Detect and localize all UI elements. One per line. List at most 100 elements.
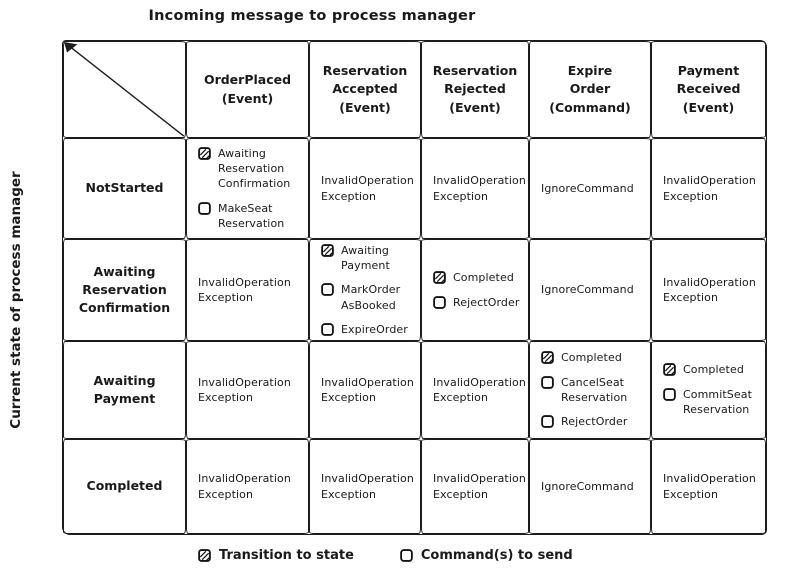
cell-notstarted-payment-received: InvalidOperation Exception	[651, 138, 766, 239]
column-header-orderplaced: OrderPlaced (Event)	[186, 41, 309, 138]
item-label: InvalidOperation Exception	[321, 375, 414, 404]
cell-notstarted-orderplaced: Awaiting Reservation Confirmation MakeSe…	[186, 138, 309, 239]
command-icon	[663, 387, 676, 401]
cell-text: InvalidOperation Exception	[198, 275, 304, 306]
legend: Transition to state Command(s) to send	[198, 548, 573, 563]
command-item: RejectOrder	[433, 295, 524, 310]
cell-arc-payment-received: InvalidOperation Exception	[651, 239, 766, 341]
transition-icon	[321, 243, 334, 257]
item-label: Completed	[683, 363, 744, 377]
item-label: InvalidOperation Exception	[663, 174, 756, 203]
diagonal-arrow-icon	[64, 42, 185, 137]
cell-text: InvalidOperation Exception	[433, 173, 526, 204]
cell-text: InvalidOperation Exception	[433, 471, 526, 502]
item-label: IgnoreCommand	[541, 283, 634, 297]
item-label: InvalidOperation Exception	[321, 174, 414, 203]
transition-icon	[198, 549, 211, 562]
transition-item: Awaiting Payment	[321, 243, 416, 274]
incoming-message-title: Incoming message to process manager	[148, 8, 476, 24]
cell-completed-reservation-accepted: InvalidOperation Exception	[309, 439, 421, 534]
cell-text: InvalidOperation Exception	[198, 375, 304, 406]
legend-command: Command(s) to send	[400, 548, 573, 563]
item-label: CommitSeat Reservation	[683, 387, 753, 417]
transition-item: Completed	[663, 362, 761, 377]
command-icon	[433, 295, 446, 309]
item-label: RejectOrder	[453, 295, 520, 309]
column-header-reservation-rejected: Reservation Rejected (Event)	[421, 41, 529, 138]
cell-arc-reservation-accepted: Awaiting Payment MarkOrder AsBooked Expi…	[309, 239, 421, 341]
corner-cell	[63, 41, 186, 138]
item-label: InvalidOperation Exception	[198, 375, 291, 404]
item-label: IgnoreCommand	[541, 181, 634, 195]
row-header-awaiting-reservation-confirmation: Awaiting Reservation Confirmation	[63, 239, 186, 341]
cell-text: InvalidOperation Exception	[321, 173, 416, 204]
legend-label: Transition to state	[219, 548, 354, 563]
command-item: CommitSeat Reservation	[663, 387, 761, 418]
cell-notstarted-expire-order: IgnoreCommand	[529, 138, 651, 239]
transition-item: Awaiting Reservation Confirmation	[198, 146, 304, 192]
row-header-completed: Completed	[63, 439, 186, 534]
item-label: InvalidOperation Exception	[198, 472, 291, 501]
cell-text: InvalidOperation Exception	[663, 275, 761, 306]
transition-icon	[541, 351, 554, 365]
item-label: IgnoreCommand	[541, 479, 634, 493]
item-label: InvalidOperation Exception	[198, 275, 291, 304]
cell-text: IgnoreCommand	[541, 479, 646, 494]
command-item: RejectOrder	[541, 414, 646, 429]
transition-icon	[198, 146, 211, 160]
command-item: CancelSeat Reservation	[541, 375, 646, 406]
row-header-notstarted: NotStarted	[63, 138, 186, 239]
column-header-expire-order: Expire Order (Command)	[529, 41, 651, 138]
cell-completed-expire-order: IgnoreCommand	[529, 439, 651, 534]
cell-completed-orderplaced: InvalidOperation Exception	[186, 439, 309, 534]
column-header-reservation-accepted: Reservation Accepted (Event)	[309, 41, 421, 138]
item-label: Awaiting Payment	[341, 243, 390, 272]
command-item: ExpireOrder	[321, 322, 416, 337]
cell-completed-reservation-rejected: InvalidOperation Exception	[421, 439, 529, 534]
item-label: CancelSeat Reservation	[561, 375, 628, 404]
item-label: InvalidOperation Exception	[433, 375, 526, 404]
transition-item: Completed	[433, 270, 524, 285]
cell-notstarted-reservation-rejected: InvalidOperation Exception	[421, 138, 529, 239]
cell-arc-expire-order: IgnoreCommand	[529, 239, 651, 341]
transition-item: Completed	[541, 350, 646, 365]
cell-text: InvalidOperation Exception	[663, 173, 761, 204]
command-icon	[321, 323, 334, 336]
item-label: InvalidOperation Exception	[321, 472, 414, 501]
transition-icon	[433, 271, 446, 284]
cell-ap-payment-received: Completed CommitSeat Reservation	[651, 341, 766, 439]
column-header-payment-received: Payment Received (Event)	[651, 41, 766, 138]
item-label: MarkOrder AsBooked	[341, 283, 401, 312]
command-icon	[198, 201, 211, 215]
cell-completed-payment-received: InvalidOperation Exception	[651, 439, 766, 534]
command-item: MarkOrder AsBooked	[321, 282, 416, 313]
cell-notstarted-reservation-accepted: InvalidOperation Exception	[309, 138, 421, 239]
item-label: InvalidOperation Exception	[663, 472, 756, 501]
command-icon	[321, 283, 334, 297]
legend-label: Command(s) to send	[420, 548, 573, 563]
cell-text: InvalidOperation Exception	[321, 471, 416, 502]
cell-ap-orderplaced: InvalidOperation Exception	[186, 341, 309, 439]
legend-transition: Transition to state	[198, 548, 354, 563]
item-label: InvalidOperation Exception	[433, 174, 526, 203]
transition-icon	[663, 363, 676, 377]
item-label: InvalidOperation Exception	[433, 472, 526, 501]
item-label: RejectOrder	[561, 415, 628, 429]
item-label: Completed	[453, 271, 514, 285]
item-label: Awaiting Reservation Confirmation	[218, 146, 291, 191]
cell-ap-reservation-accepted: InvalidOperation Exception	[309, 341, 421, 439]
cell-text: IgnoreCommand	[541, 181, 646, 196]
cell-arc-orderplaced: InvalidOperation Exception	[186, 239, 309, 341]
item-label: ExpireOrder	[341, 323, 408, 337]
cell-text: InvalidOperation Exception	[663, 471, 761, 502]
item-label: InvalidOperation Exception	[663, 275, 756, 304]
command-icon	[400, 549, 413, 562]
item-label: Completed	[561, 351, 622, 365]
current-state-title: Current state of process manager	[8, 171, 24, 429]
cell-text: IgnoreCommand	[541, 282, 646, 297]
cell-arc-reservation-rejected: Completed RejectOrder	[421, 239, 529, 341]
state-transition-table: OrderPlaced (Event) Reservation Accepted…	[62, 40, 767, 535]
cell-text: InvalidOperation Exception	[198, 471, 304, 502]
command-item: MakeSeat Reservation	[198, 201, 304, 232]
cell-ap-expire-order: Completed CancelSeat Reservation RejectO…	[529, 341, 651, 439]
